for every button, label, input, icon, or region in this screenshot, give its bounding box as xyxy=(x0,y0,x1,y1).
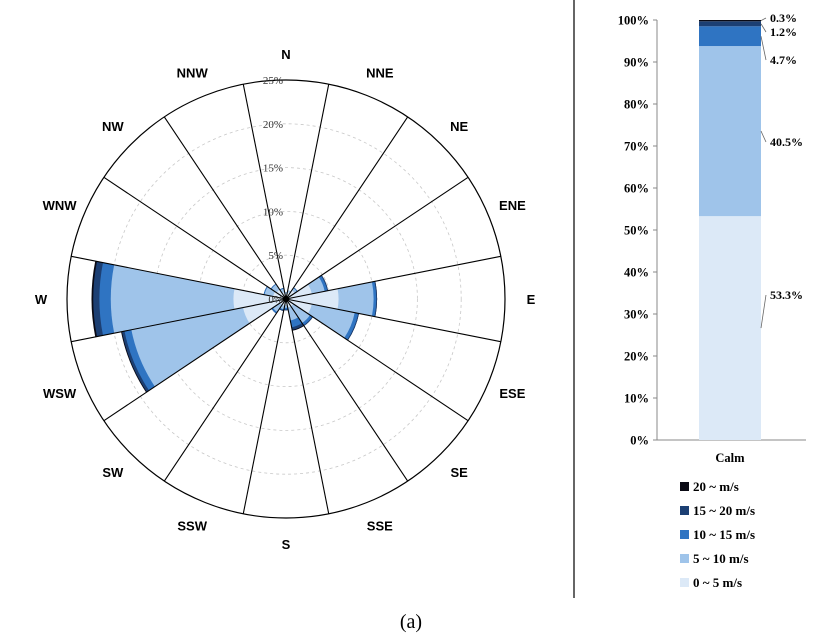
figure-caption: (a) xyxy=(400,611,422,633)
bar-segment-5-10-m-s xyxy=(699,46,761,217)
direction-label-nnw: NNW xyxy=(177,66,209,81)
y-tick-label: 30% xyxy=(624,308,649,322)
bar-segment-10-15-m-s xyxy=(699,26,761,47)
x-category-label: Calm xyxy=(715,451,745,465)
petal-ne-0-5-m-s xyxy=(286,290,295,299)
legend: 20 ~ m/s 15 ~ 20 m/s 10 ~ 15 m/s 5 ~ 10 m/s… xyxy=(680,479,755,590)
bar-segment-15-20-m-s xyxy=(699,21,761,27)
segment-label-leader xyxy=(760,23,767,33)
y-tick-label: 90% xyxy=(624,56,649,70)
rose-grid-ring xyxy=(110,123,462,475)
ring-label: 0% xyxy=(268,294,283,306)
direction-label-ese: ESE xyxy=(499,386,525,401)
petal-w-0-5-m-s xyxy=(233,288,286,310)
legend-label-10-15-m-s: 10 ~ 15 m/s xyxy=(693,527,755,542)
legend-label-0-5-m-s: 0 ~ 5 m/s xyxy=(693,575,742,590)
legend-swatch-0-5-m-s xyxy=(680,578,689,587)
segment-label-15-20-m-s: 1.2% xyxy=(770,25,797,39)
y-tick-label: 100% xyxy=(618,14,649,28)
rose-spoke xyxy=(103,298,287,422)
segment-label-leader xyxy=(760,294,767,329)
direction-label-wsw: WSW xyxy=(43,386,77,401)
y-tick-label: 40% xyxy=(624,266,649,280)
legend-label-5-10-m-s: 5 ~ 10 m/s xyxy=(693,551,749,566)
y-tick-label: 10% xyxy=(624,392,649,406)
y-tick-label: 70% xyxy=(624,140,649,154)
ring-label: 5% xyxy=(268,250,283,262)
rose-spoke xyxy=(285,298,409,482)
rose-spoke xyxy=(163,116,287,300)
rose-outer-circle xyxy=(66,79,506,519)
direction-label-nne: NNE xyxy=(366,66,394,81)
rose-spoke xyxy=(242,84,287,300)
rose-spoke xyxy=(71,298,287,343)
ring-label: 25% xyxy=(263,75,283,87)
ring-label: 15% xyxy=(263,163,283,175)
legend-swatch-5-10-m-s xyxy=(680,554,689,563)
direction-label-ne: NE xyxy=(450,119,468,134)
segment-label-10-15-m-s: 4.7% xyxy=(770,53,797,67)
direction-label-sse: SSE xyxy=(367,518,393,533)
y-tick-label: 20% xyxy=(624,350,649,364)
rose-spoke xyxy=(285,298,469,422)
direction-label-n: N xyxy=(281,47,290,62)
direction-label-w: W xyxy=(35,292,48,307)
petal-nw-0-5-m-s xyxy=(276,289,286,299)
rose-center xyxy=(283,296,289,302)
legend-label-15-20-m-s: 15 ~ 20 m/s xyxy=(693,503,755,518)
direction-label-ssw: SSW xyxy=(177,518,207,533)
bar-segment-20-m-s xyxy=(699,20,761,22)
rose-spoke xyxy=(285,255,501,300)
bar-segment-0-5-m-s xyxy=(699,216,761,440)
rose-spoke xyxy=(285,84,330,300)
direction-label-s: S xyxy=(282,537,291,552)
direction-label-se: SE xyxy=(451,465,469,480)
ring-label: 20% xyxy=(263,119,283,131)
legend-swatch-10-15-m-s xyxy=(680,530,689,539)
segment-label-leader xyxy=(760,130,767,143)
segment-label-leader xyxy=(760,17,767,21)
rose-spoke xyxy=(71,255,287,300)
direction-label-e: E xyxy=(527,292,536,307)
rose-spoke xyxy=(163,298,287,482)
direction-label-wnw: WNW xyxy=(43,198,78,213)
rose-grid-ring xyxy=(154,167,418,431)
segment-label-5-10-m-s: 40.5% xyxy=(770,135,803,149)
rose-spoke xyxy=(285,298,501,343)
wind-rose-chart: 0% 5% 10% 15% 20% 25% N NNE NE ENE E ESE SE SSE S SSW SW… xyxy=(35,47,536,552)
rose-spoke xyxy=(285,298,330,514)
legend-swatch-20-m-s xyxy=(680,482,689,491)
rose-spoke xyxy=(103,176,287,300)
rose-spoke xyxy=(242,298,287,514)
legend-label-20-m-s: 20 ~ m/s xyxy=(693,479,739,494)
y-tick-label: 80% xyxy=(624,98,649,112)
direction-label-ene: ENE xyxy=(499,198,526,213)
segment-label-20-m-s: 0.3% xyxy=(770,11,797,25)
y-tick-label: 60% xyxy=(624,182,649,196)
direction-label-sw: SW xyxy=(102,465,124,480)
legend-swatch-15-20-m-s xyxy=(680,506,689,515)
y-tick-label: 0% xyxy=(630,434,649,448)
segment-label-0-5-m-s: 53.3% xyxy=(770,288,803,302)
petal-w-5-10-m-s xyxy=(110,264,287,334)
rose-spoke xyxy=(285,176,469,300)
y-tick-label: 50% xyxy=(624,224,649,238)
segment-label-leader xyxy=(760,36,767,61)
petal-e-0-5-m-s xyxy=(286,288,339,310)
rose-petals xyxy=(91,261,378,393)
calm-stacked-bar-chart: 0% 10% 20% 30% 40% 50% 60% 70% 80% 90% 100% 53.3% 40… xyxy=(618,11,806,465)
petal-wsw-0-5-m-s xyxy=(243,299,286,324)
ring-label: 10% xyxy=(263,206,283,218)
petal-wsw-5-10-m-s xyxy=(131,299,286,387)
rose-spoke xyxy=(285,116,409,300)
direction-label-nw: NW xyxy=(102,119,124,134)
